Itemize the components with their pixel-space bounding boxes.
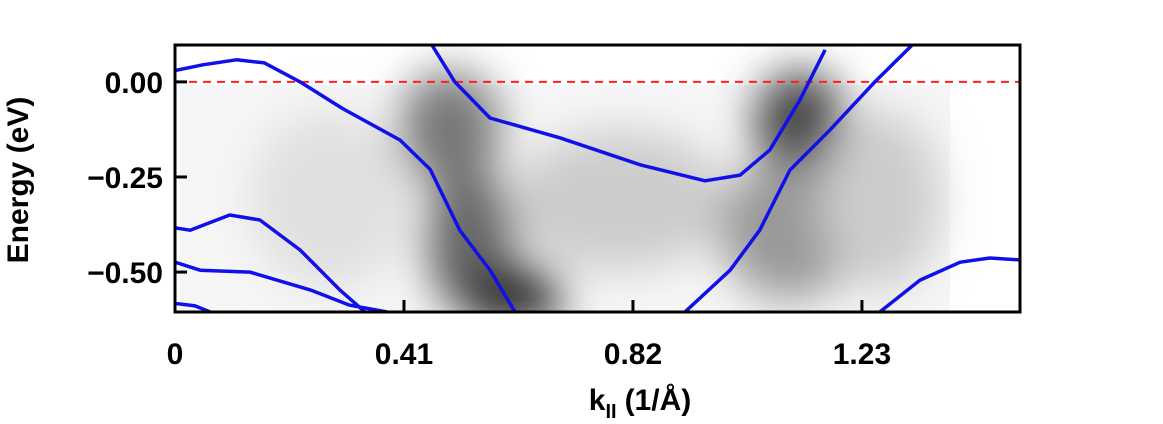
band-line <box>175 260 388 312</box>
band-line <box>878 256 1020 312</box>
band-line <box>175 301 211 312</box>
x-tick-label: 0 <box>167 338 184 371</box>
y-tick-label: −0.50 <box>87 257 163 290</box>
x-label-unit: (1/Å) <box>625 384 692 417</box>
band-line <box>683 45 914 312</box>
x-tick-label: 0.41 <box>375 338 433 371</box>
band-line <box>175 213 367 312</box>
band-line <box>430 45 827 183</box>
x-label-main: k <box>589 384 606 417</box>
band-line <box>175 58 517 312</box>
x-label-sub: II <box>605 401 616 423</box>
x-tick-label: 1.23 <box>833 338 891 371</box>
y-axis-label: Energy (eV) <box>2 97 35 264</box>
plot-frame <box>173 43 1022 314</box>
y-tick-label: 0.00 <box>105 67 163 100</box>
x-axis-label: kII (1/Å) <box>589 384 691 423</box>
y-tick-label: −0.25 <box>87 162 163 195</box>
x-tick-label: 0.82 <box>604 338 662 371</box>
plot-area <box>175 45 1020 312</box>
